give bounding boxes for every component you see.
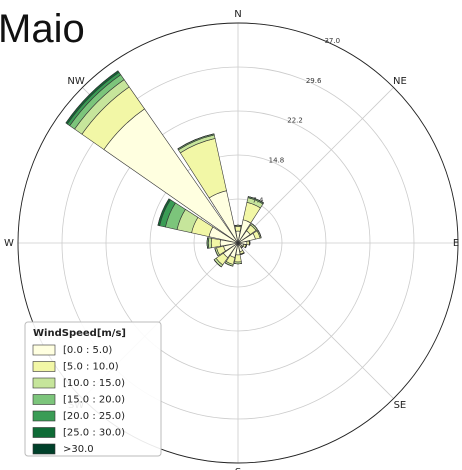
wind-bar <box>210 237 221 249</box>
wind-bar <box>65 70 119 124</box>
legend-label: [15.0 : 20.0) <box>63 395 125 406</box>
direction-label: NE <box>393 76 407 87</box>
direction-label: N <box>234 9 241 20</box>
legend-swatch <box>32 443 56 455</box>
direction-label: W <box>4 238 14 249</box>
radial-tick-label: 29.6 <box>306 77 322 85</box>
wind-bar <box>157 198 170 226</box>
legend-swatch <box>32 344 56 356</box>
radial-tick-label: 22.2 <box>287 117 303 125</box>
radial-tick-label: 7.4 <box>252 196 264 204</box>
wind-bar <box>240 252 245 255</box>
legend-label: [5.0 : 10.0) <box>63 362 119 373</box>
spoke <box>237 242 394 399</box>
radial-tick-label: 14.8 <box>269 157 285 165</box>
radial-tick-label: 37.0 <box>324 37 340 45</box>
direction-label: SE <box>394 400 407 411</box>
legend-label: [10.0 : 15.0) <box>63 378 125 389</box>
legend-swatch <box>32 427 56 438</box>
plot-border <box>17 22 459 464</box>
grid-ring <box>193 198 283 288</box>
spoke <box>237 87 394 244</box>
legend-box <box>24 321 162 457</box>
legend-label: [25.0 : 30.0) <box>63 428 125 439</box>
legend-swatch <box>32 394 56 405</box>
legend-swatch <box>32 377 56 389</box>
direction-label: E <box>453 238 459 249</box>
legend-label: [20.0 : 25.0) <box>63 411 125 422</box>
legend-swatch <box>32 410 56 422</box>
grid-ring <box>105 110 371 376</box>
wind-bar <box>234 226 242 232</box>
grid-ring <box>149 154 327 332</box>
wind-bar <box>234 254 242 263</box>
direction-label: NW <box>67 76 84 87</box>
legend-label: [0.0 : 5.0) <box>63 345 112 356</box>
legend-label: >30.0 <box>63 444 94 455</box>
chart-title: Maio <box>0 7 85 51</box>
legend-swatch <box>32 361 56 372</box>
legend-title: WindSpeed[m/s] <box>33 328 126 339</box>
grid-ring <box>61 66 415 420</box>
direction-label: S <box>235 467 241 470</box>
